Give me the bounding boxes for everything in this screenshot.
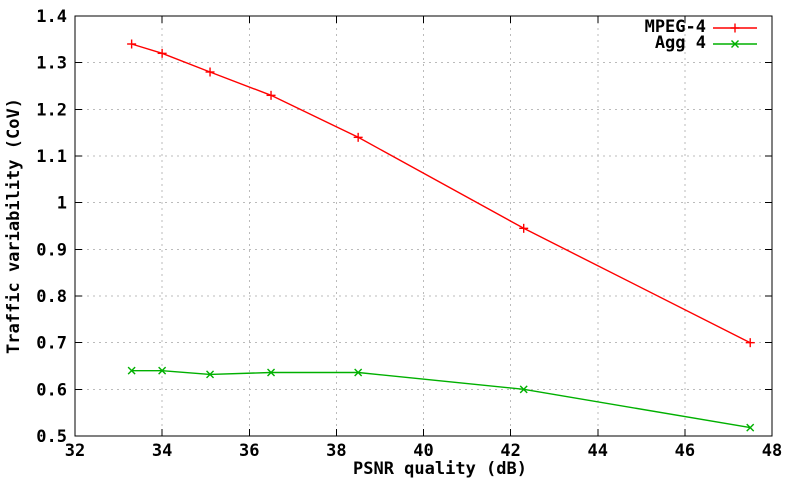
y-tick-label: 0.8 (36, 287, 67, 307)
x-tick-label: 36 (239, 441, 259, 461)
series-mpeg-4-line (131, 43, 751, 344)
legend-line-sample-agg4 (713, 39, 757, 48)
x-tick-label: 40 (413, 441, 433, 461)
series-agg-4-point-marker (519, 385, 528, 394)
series-agg-4-point-marker (127, 366, 136, 375)
series-agg-4-point-marker (746, 423, 755, 432)
series-mpeg-4-point-marker (745, 338, 755, 348)
y-tick-label: 0.9 (36, 240, 67, 260)
series-mpeg-4-point-marker (205, 67, 215, 77)
series-mpeg-4-point-marker (157, 48, 167, 58)
series-mpeg-4-point-marker (519, 223, 529, 233)
x-axis-title: PSNR quality (dB) (353, 459, 527, 479)
y-tick-label: 1.2 (36, 100, 67, 120)
legend-label-mpeg4: MPEG-4 (644, 17, 706, 37)
y-tick-label: 1.4 (36, 7, 67, 27)
legend-item-mpeg4: MPEG-4 (644, 17, 758, 37)
series-mpeg-4-point-marker (266, 90, 276, 100)
legend-label-agg4: Agg 4 (654, 33, 706, 53)
x-tick-label: 46 (675, 441, 695, 461)
y-tick-label: 1.1 (36, 147, 67, 167)
x-tick-label: 32 (65, 441, 85, 461)
gridlines (75, 16, 772, 436)
series-agg-4-point-marker (206, 370, 215, 379)
legend-sample-marker (731, 39, 739, 48)
y-tick-label: 0.6 (36, 380, 67, 400)
series-agg-4-point-marker (354, 368, 363, 377)
series-agg-4-point-marker (267, 368, 276, 377)
legend-item-agg4: Agg 4 (645, 33, 758, 53)
x-tick-label: 34 (152, 441, 172, 461)
legend-sample-marker (730, 23, 740, 32)
series-agg-4-point-marker (158, 366, 167, 375)
y-tick-label: 1.3 (36, 54, 67, 74)
y-axis-title: Traffic variability (CoV) (4, 98, 24, 354)
series-mpeg-4-point-marker (353, 132, 363, 142)
y-tick-label: 0.7 (36, 334, 67, 354)
y-tick-label: 0.5 (36, 427, 67, 447)
series-mpeg-4-point-marker (127, 39, 137, 49)
series-agg-4-line (131, 370, 751, 429)
x-tick-label: 44 (588, 441, 608, 461)
series-mpeg-4 (127, 39, 755, 348)
axes (74, 15, 773, 437)
legend: MPEG-4 Agg 4 (644, 17, 758, 53)
x-tick-label: 38 (326, 441, 346, 461)
series-agg-4 (127, 366, 755, 432)
legend-line-sample-mpeg4 (713, 23, 757, 32)
x-tick-label: 48 (762, 441, 782, 461)
x-tick-label: 42 (500, 441, 520, 461)
tick-labels: 32 34 36 38 40 42 44 46 48 0.5 0.6 0.7 0.8 0.9 1 1.1 1.2… (36, 7, 782, 461)
y-tick-label: 1 (57, 194, 67, 214)
